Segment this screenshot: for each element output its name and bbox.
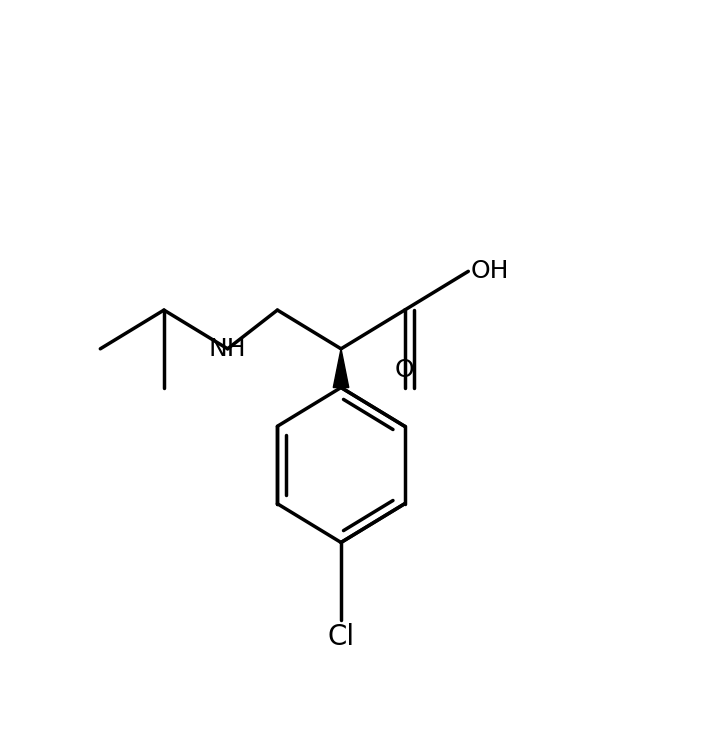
- Polygon shape: [333, 349, 348, 388]
- Text: NH: NH: [208, 337, 246, 361]
- Text: Cl: Cl: [328, 622, 355, 650]
- Text: OH: OH: [471, 259, 510, 283]
- Text: O: O: [395, 358, 414, 382]
